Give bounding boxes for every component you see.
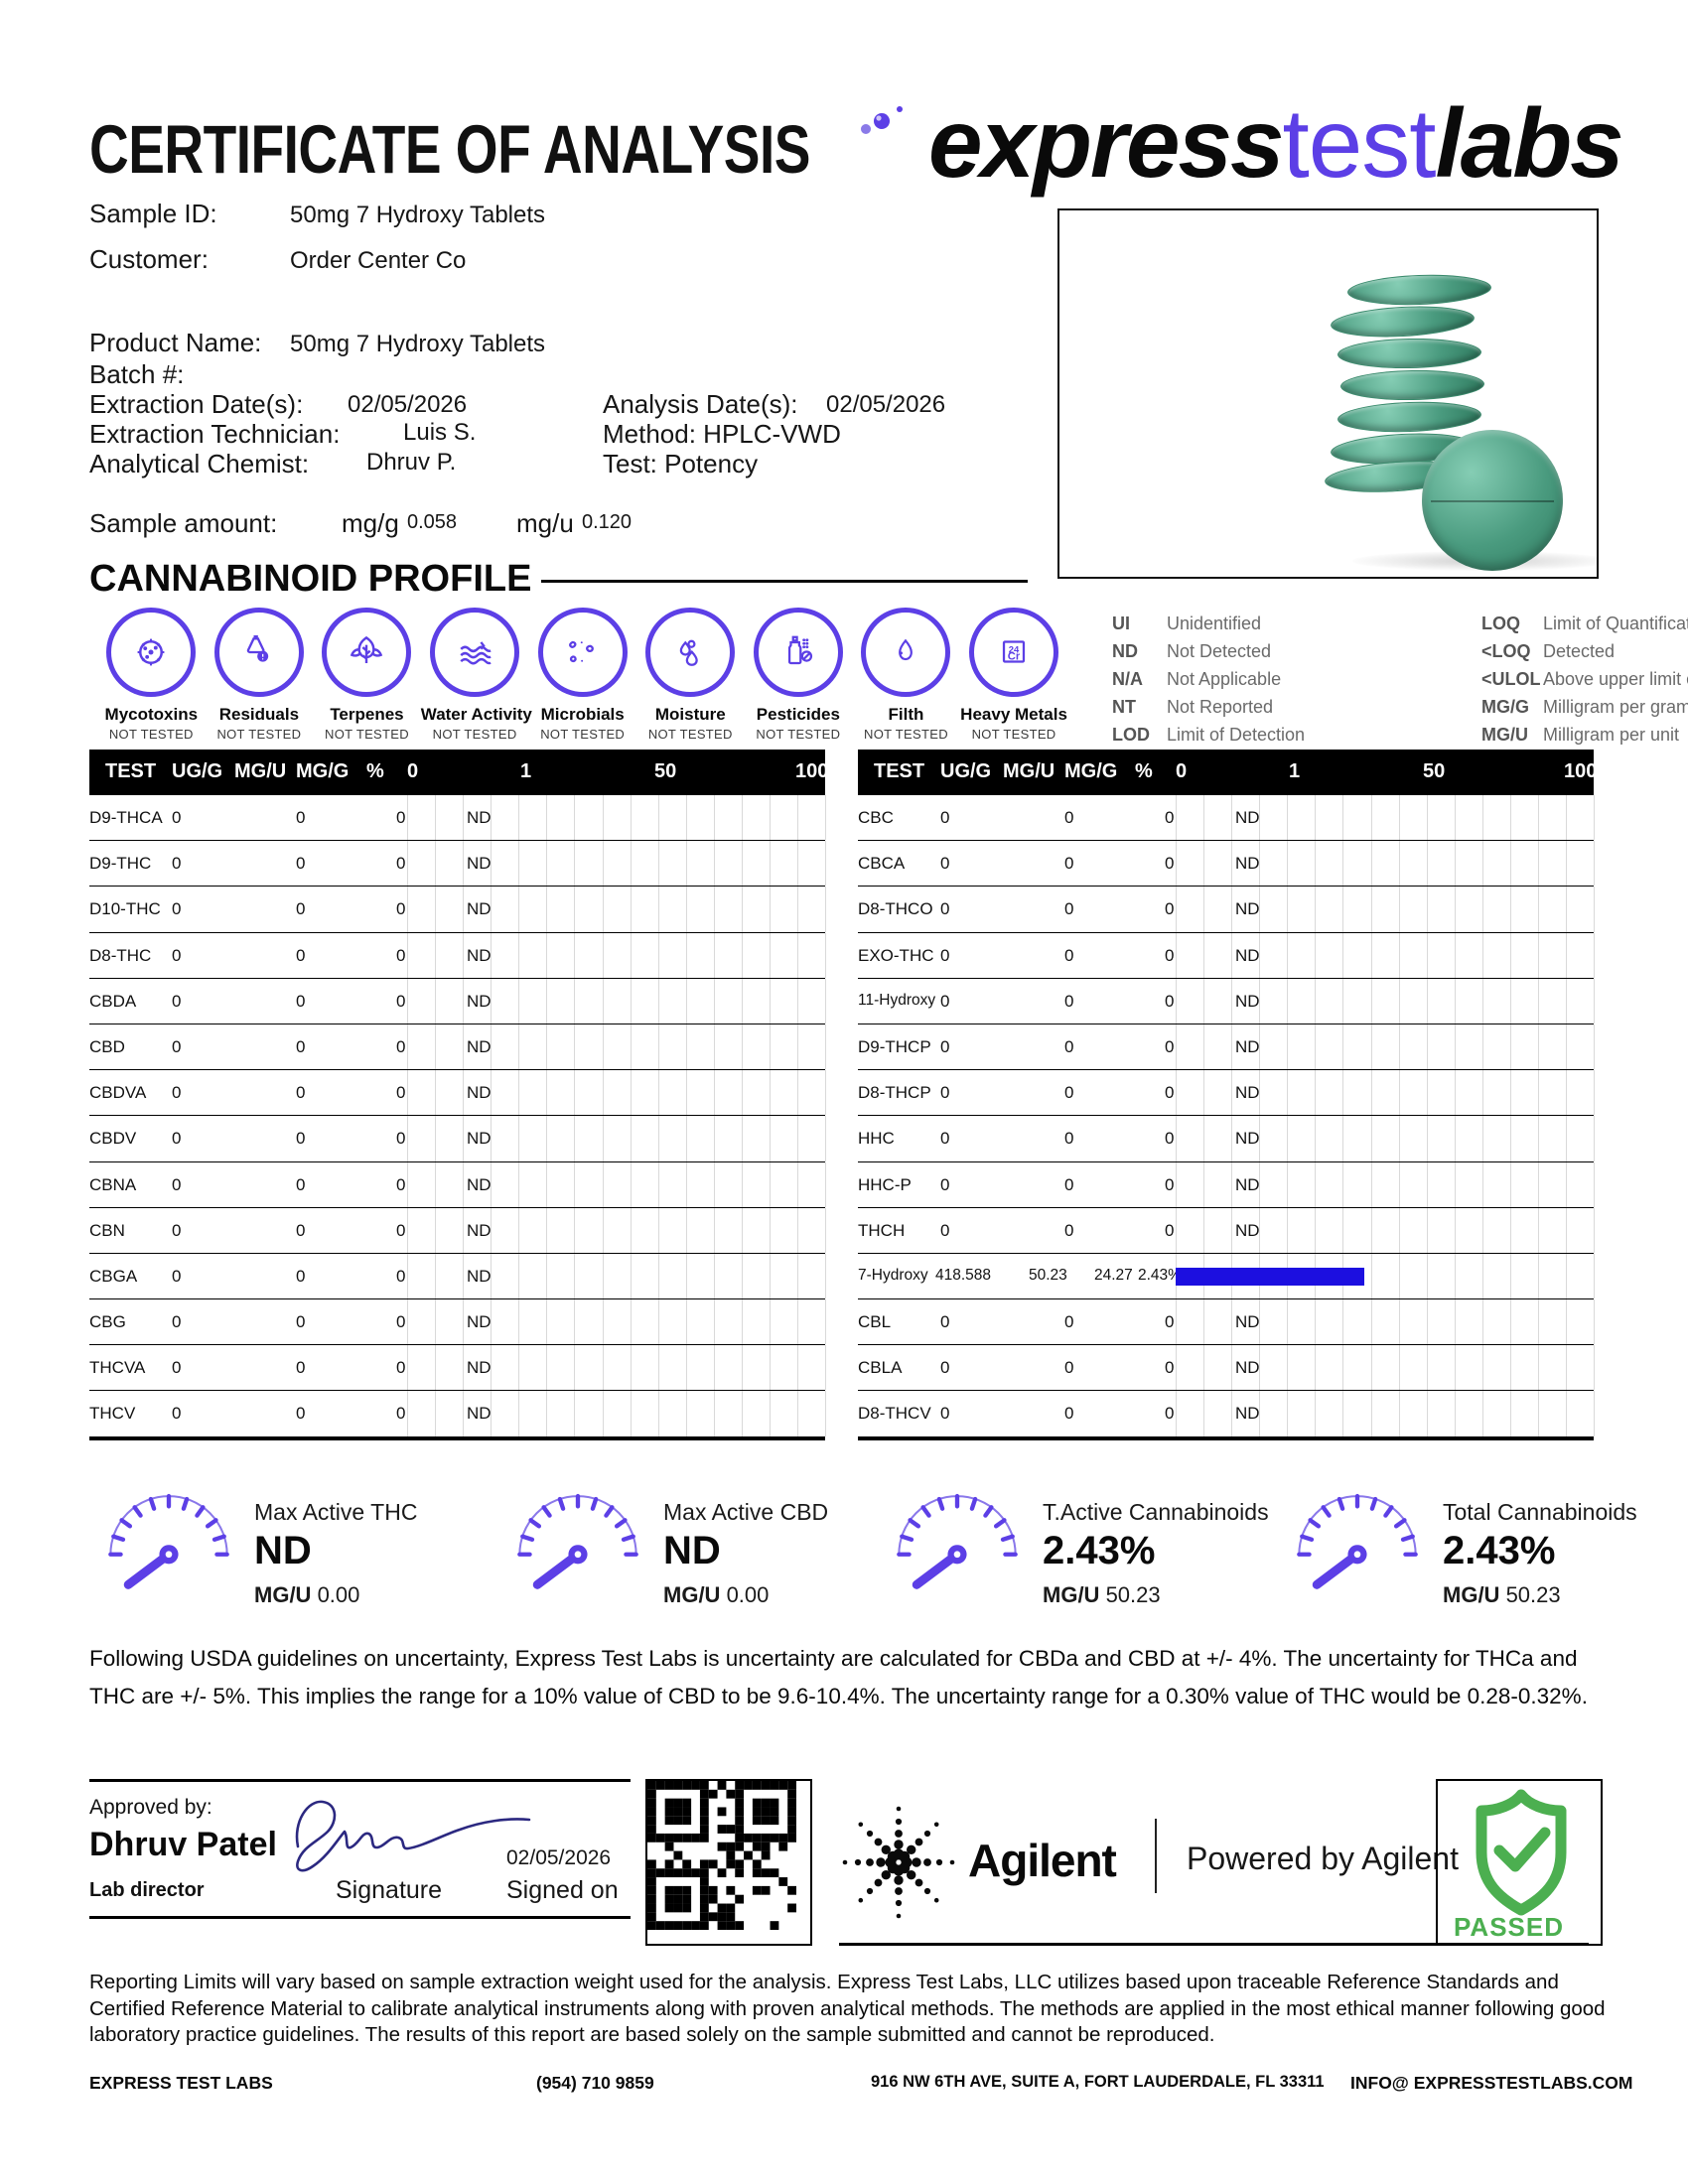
svg-text:Cr: Cr — [1008, 651, 1021, 663]
